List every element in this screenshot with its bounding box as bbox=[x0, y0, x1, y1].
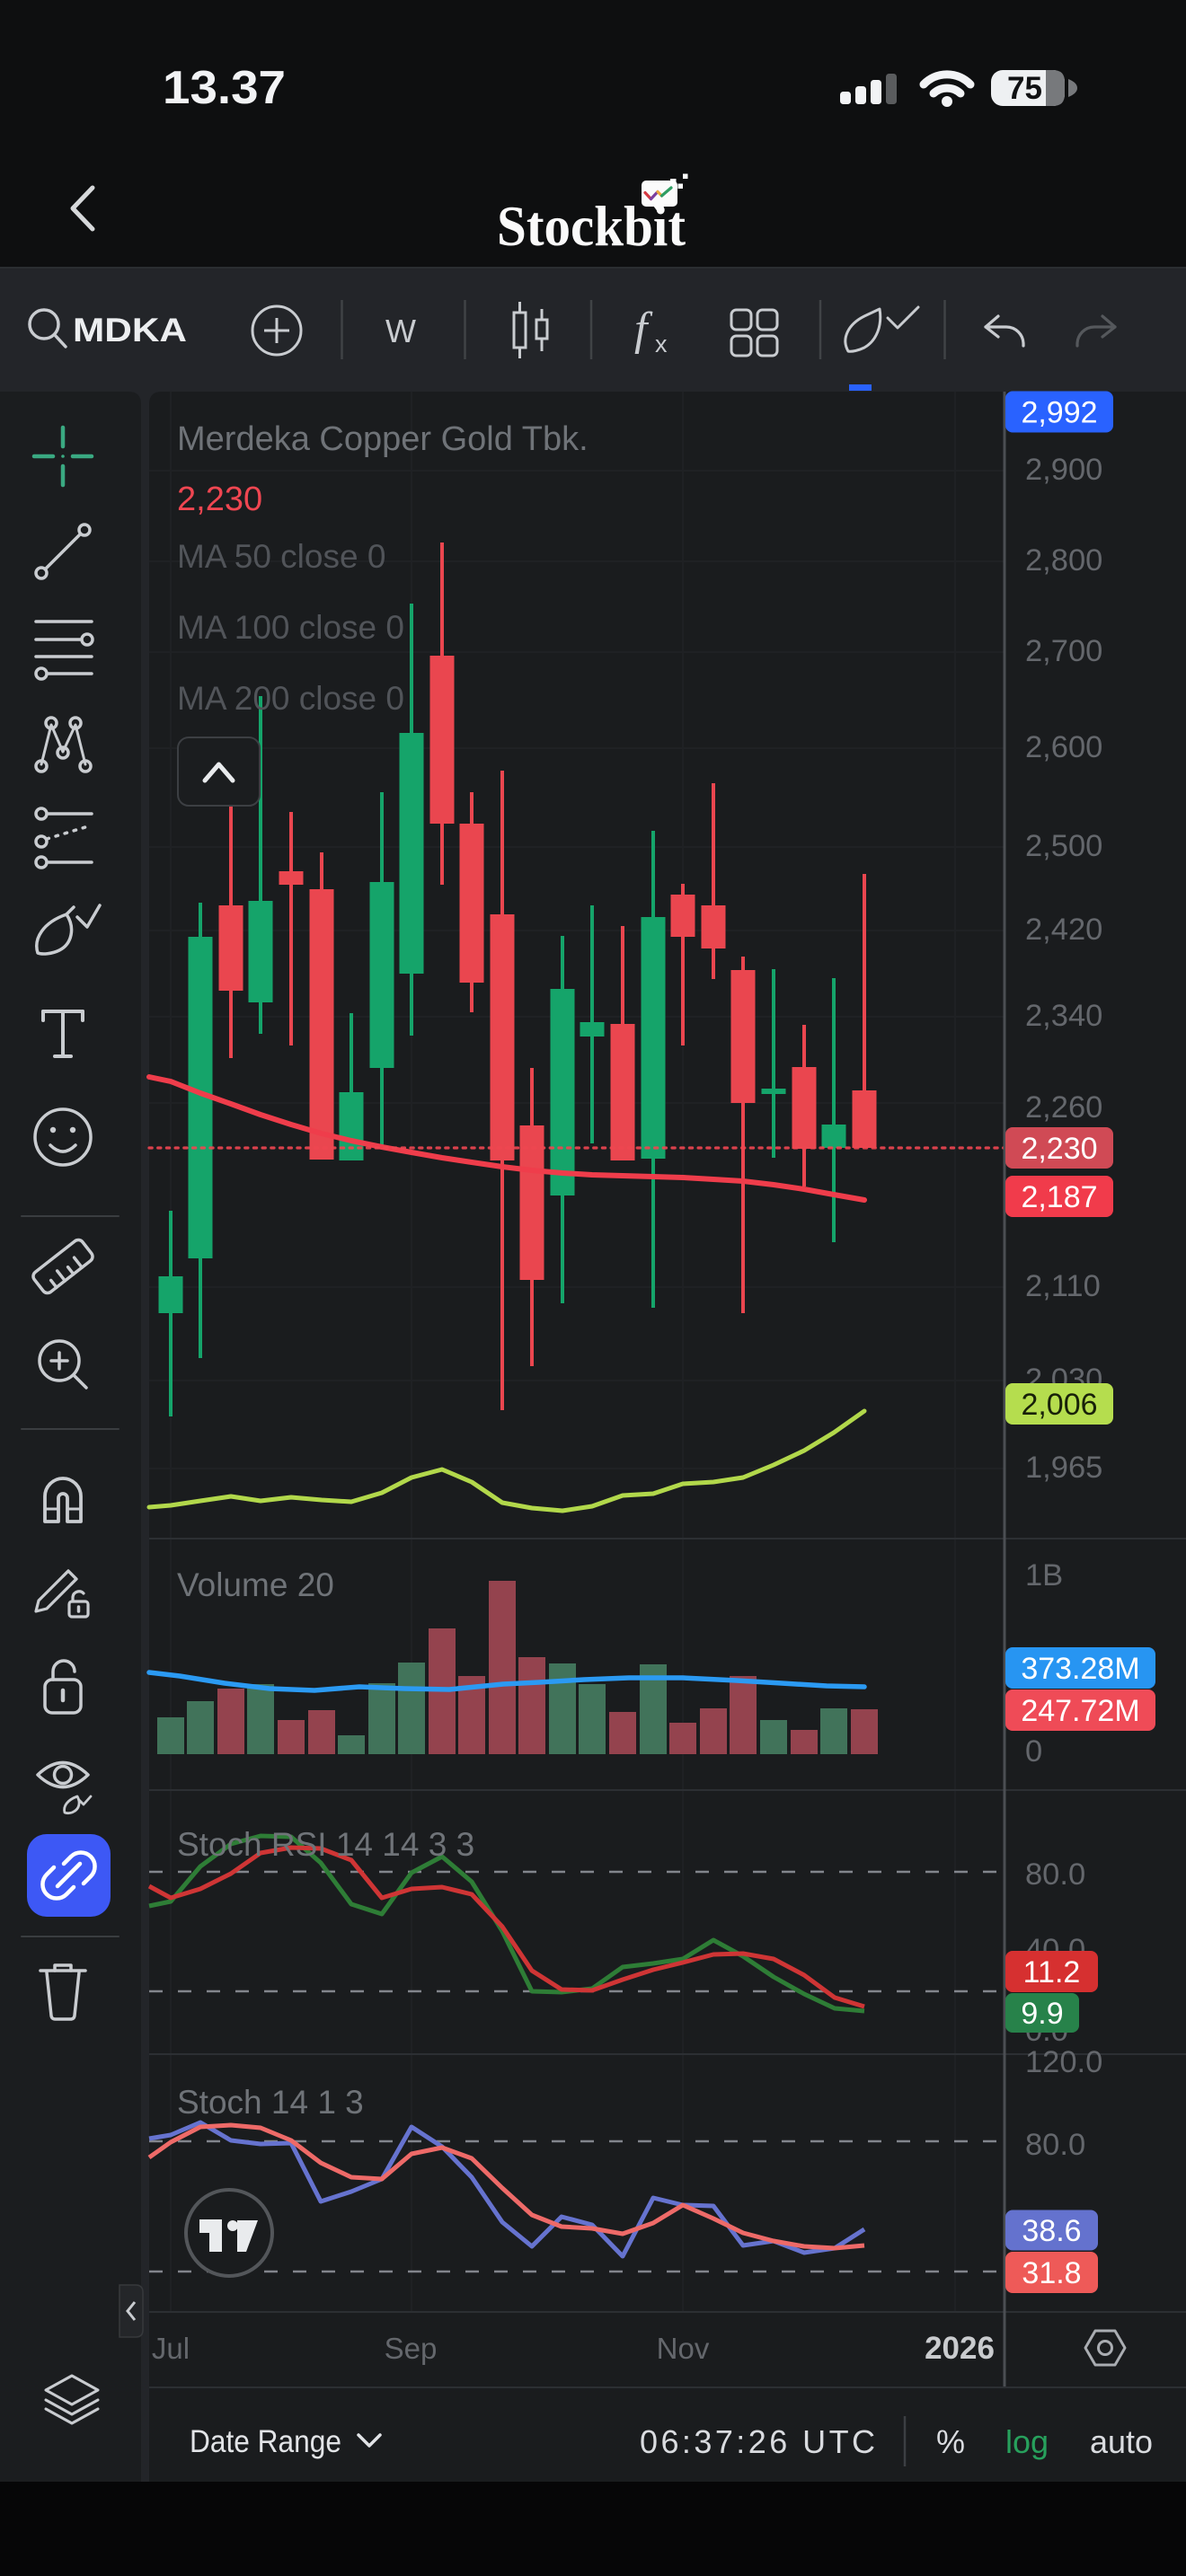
svg-text:auto: auto bbox=[1090, 2423, 1153, 2460]
svg-text:2,900: 2,900 bbox=[1025, 453, 1102, 487]
svg-text:Volume 20: Volume 20 bbox=[177, 1566, 334, 1603]
svg-text:2,006: 2,006 bbox=[1021, 1388, 1097, 1422]
svg-text:2,340: 2,340 bbox=[1025, 999, 1102, 1033]
svg-text:38.6: 38.6 bbox=[1022, 2214, 1081, 2248]
svg-text:Nov: Nov bbox=[657, 2332, 710, 2365]
svg-text:2,230: 2,230 bbox=[1021, 1132, 1097, 1166]
svg-text:13.37: 13.37 bbox=[163, 62, 286, 114]
svg-text:2,260: 2,260 bbox=[1025, 1090, 1102, 1125]
svg-text:2,992: 2,992 bbox=[1021, 395, 1097, 429]
svg-text:2,110: 2,110 bbox=[1025, 1269, 1101, 1303]
svg-text:120.0: 120.0 bbox=[1025, 2045, 1102, 2079]
svg-text:Jul: Jul bbox=[152, 2332, 190, 2365]
svg-text:80.0: 80.0 bbox=[1025, 1857, 1085, 1892]
svg-text:1B: 1B bbox=[1025, 1558, 1063, 1592]
svg-text:%: % bbox=[936, 2423, 965, 2460]
svg-text:Stockbit: Stockbit bbox=[497, 194, 686, 258]
svg-text:W: W bbox=[385, 313, 416, 349]
svg-text:9.9: 9.9 bbox=[1021, 1997, 1063, 2031]
svg-text:2026: 2026 bbox=[925, 2331, 995, 2366]
svg-text:log: log bbox=[1005, 2423, 1049, 2460]
svg-text:MA 100 close 0: MA 100 close 0 bbox=[177, 609, 404, 646]
svg-text:11.2: 11.2 bbox=[1023, 1955, 1081, 1989]
svg-text:MDKA: MDKA bbox=[73, 312, 187, 348]
svg-text:x: x bbox=[655, 331, 668, 357]
svg-text:Sep: Sep bbox=[385, 2332, 438, 2365]
svg-text:2,230: 2,230 bbox=[177, 481, 262, 518]
svg-text:Stoch RSI 14 14 3 3: Stoch RSI 14 14 3 3 bbox=[177, 1826, 474, 1863]
svg-text:247.72M: 247.72M bbox=[1021, 1694, 1139, 1728]
svg-text:06:37:26 UTC: 06:37:26 UTC bbox=[640, 2423, 875, 2460]
svg-text:75: 75 bbox=[1007, 71, 1042, 106]
svg-text:80.0: 80.0 bbox=[1025, 2128, 1085, 2162]
svg-text:Merdeka Copper Gold Tbk.: Merdeka Copper Gold Tbk. bbox=[177, 420, 589, 458]
svg-text:0: 0 bbox=[1025, 1734, 1042, 1769]
svg-text:2,187: 2,187 bbox=[1021, 1180, 1097, 1214]
svg-text:2,420: 2,420 bbox=[1025, 913, 1102, 947]
svg-text:1,965: 1,965 bbox=[1025, 1451, 1102, 1485]
svg-text:MA 200 close 0: MA 200 close 0 bbox=[177, 680, 404, 717]
svg-text:373.28M: 373.28M bbox=[1021, 1652, 1139, 1686]
svg-text:2,800: 2,800 bbox=[1025, 543, 1102, 578]
svg-text:MA 50 close 0: MA 50 close 0 bbox=[177, 538, 385, 575]
svg-text:2,500: 2,500 bbox=[1025, 829, 1102, 863]
svg-text:2,700: 2,700 bbox=[1025, 634, 1102, 668]
svg-text:31.8: 31.8 bbox=[1022, 2256, 1081, 2290]
svg-text:2,600: 2,600 bbox=[1025, 730, 1102, 764]
svg-text:Stoch 14 1 3: Stoch 14 1 3 bbox=[177, 2084, 364, 2121]
svg-text:Date Range: Date Range bbox=[190, 2424, 341, 2459]
